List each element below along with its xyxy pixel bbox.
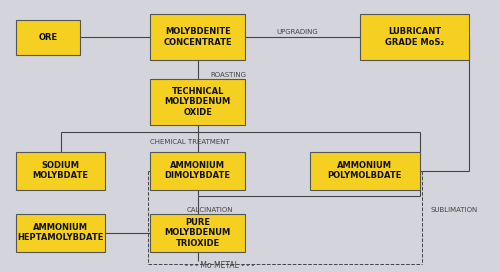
FancyBboxPatch shape — [16, 152, 106, 190]
FancyBboxPatch shape — [150, 214, 245, 252]
Text: PURE
MOLYBDENUM
TRIOXIDE: PURE MOLYBDENUM TRIOXIDE — [164, 218, 231, 248]
FancyBboxPatch shape — [150, 14, 245, 60]
FancyBboxPatch shape — [16, 214, 106, 252]
Text: ROASTING: ROASTING — [210, 72, 246, 78]
FancyBboxPatch shape — [150, 152, 245, 190]
FancyBboxPatch shape — [150, 79, 245, 125]
Text: SUBLIMATION: SUBLIMATION — [431, 207, 478, 213]
Text: ORE: ORE — [38, 33, 58, 42]
Text: CALCINATION: CALCINATION — [187, 207, 234, 213]
Text: AMMONIUM
DIMOLYBDATE: AMMONIUM DIMOLYBDATE — [164, 161, 230, 180]
Text: AMMONIUM
HEPTAMOLYBDATE: AMMONIUM HEPTAMOLYBDATE — [18, 223, 104, 243]
FancyBboxPatch shape — [360, 14, 470, 60]
Text: SODIUM
MOLYBDATE: SODIUM MOLYBDATE — [32, 161, 88, 180]
FancyBboxPatch shape — [16, 20, 80, 55]
Text: CHEMICAL TREATMENT: CHEMICAL TREATMENT — [150, 139, 230, 145]
FancyBboxPatch shape — [310, 152, 420, 190]
Text: - - - Mo METAL - - -: - - - Mo METAL - - - — [186, 261, 254, 270]
Text: UPGRADING: UPGRADING — [276, 29, 318, 35]
Text: MOLYBDENITE
CONCENTRATE: MOLYBDENITE CONCENTRATE — [164, 27, 232, 47]
Text: TECHNICAL
MOLYBDENUM
OXIDE: TECHNICAL MOLYBDENUM OXIDE — [164, 87, 231, 117]
Text: AMMONIUM
POLYMOLBDATE: AMMONIUM POLYMOLBDATE — [328, 161, 402, 180]
Text: LUBRICANT
GRADE MoS₂: LUBRICANT GRADE MoS₂ — [385, 27, 444, 47]
